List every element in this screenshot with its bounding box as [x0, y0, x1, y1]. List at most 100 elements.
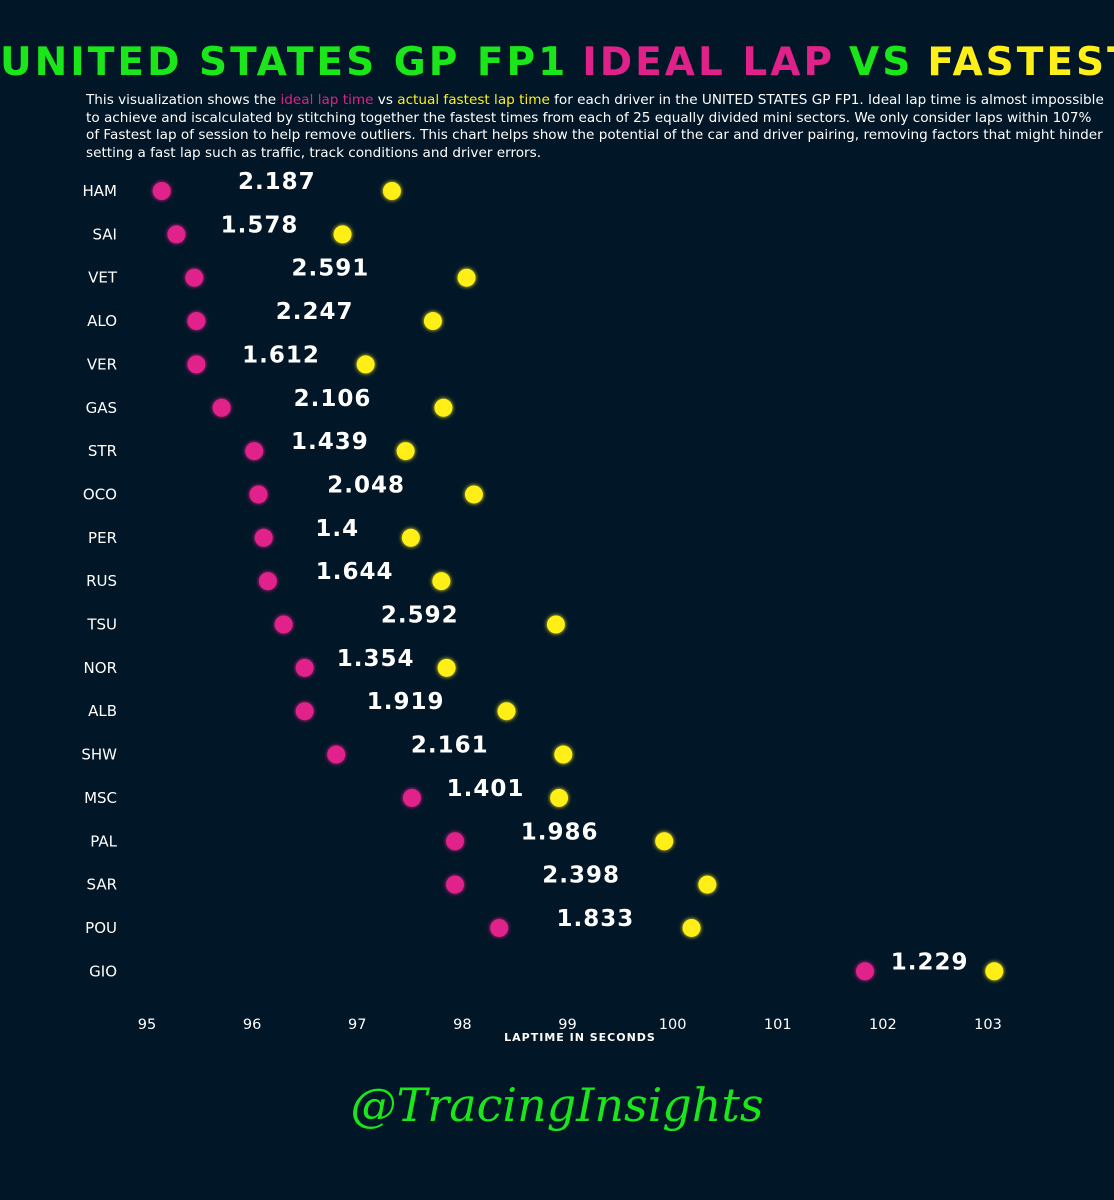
gap-data-label: 1.229 — [891, 949, 969, 975]
description-text-1: This visualization shows the — [86, 92, 281, 108]
x-tick-label: 99 — [558, 1017, 576, 1033]
watermark: @TracingInsights — [350, 1078, 764, 1132]
fastest-lap-point — [432, 572, 451, 591]
fastest-lap-point — [457, 268, 476, 287]
gap-data-label: 1.578 — [221, 212, 299, 238]
gap-data-label: 1.833 — [556, 906, 634, 932]
title-part-2: IDEAL LAP — [582, 40, 836, 85]
title-part-3: VS — [849, 40, 914, 85]
driver-row-nor: NOR 1.354 — [84, 646, 456, 677]
ideal-lap-point — [185, 268, 204, 287]
fastest-lap-point — [356, 355, 375, 374]
driver-label: OCO — [83, 485, 117, 503]
ideal-lap-point — [187, 355, 206, 374]
driver-row-alo: ALO 2.247 — [87, 299, 442, 331]
ideal-lap-point — [245, 442, 264, 461]
ideal-lap-point — [295, 702, 314, 721]
gap-data-label: 1.986 — [521, 819, 599, 845]
gap-data-label: 1.919 — [367, 689, 445, 715]
x-tick-label: 103 — [974, 1017, 1002, 1033]
driver-label: TSU — [86, 616, 117, 634]
gap-data-label: 2.106 — [294, 386, 372, 412]
fastest-lap-point — [554, 745, 573, 764]
driver-label: NOR — [84, 659, 117, 677]
driver-row-vet: VET 2.591 — [88, 256, 476, 287]
driver-row-msc: MSC 1.401 — [84, 776, 569, 807]
gap-data-label: 2.398 — [542, 863, 620, 889]
driver-label: POU — [85, 919, 117, 937]
x-tick-label: 97 — [348, 1017, 366, 1033]
description-fastest-highlight: actual fastest lap time — [397, 92, 550, 108]
ideal-lap-point — [446, 875, 465, 894]
driver-label: SHW — [81, 746, 117, 764]
ideal-lap-point — [327, 745, 346, 764]
gap-data-label: 1.439 — [291, 429, 369, 455]
gap-data-label: 2.592 — [381, 603, 459, 629]
driver-row-oco: OCO 2.048 — [83, 472, 483, 504]
fastest-lap-point — [333, 225, 352, 244]
gap-data-label: 1.612 — [242, 342, 320, 368]
ideal-lap-point — [258, 572, 277, 591]
driver-label: STR — [88, 442, 117, 460]
ideal-lap-point — [295, 658, 314, 677]
description-text-2: vs — [373, 92, 398, 108]
description-ideal-highlight: ideal lap time — [280, 92, 374, 108]
dumbbell-chart: HAM 2.187 SAI 1.578 VET 2.591 ALO 2.247 VER 1.612… — [81, 169, 1004, 1033]
driver-label: PAL — [90, 832, 117, 850]
driver-label: GAS — [86, 399, 117, 417]
fastest-lap-point — [655, 832, 674, 851]
x-tick-label: 101 — [764, 1017, 792, 1033]
ideal-lap-point — [212, 398, 231, 417]
fastest-lap-point — [434, 398, 453, 417]
driver-label: VER — [87, 355, 117, 373]
gap-data-label: 2.247 — [276, 299, 354, 325]
description-text-3: for each driver in the UNITED STATES GP … — [86, 92, 1104, 161]
driver-label: PER — [88, 529, 117, 547]
gap-data-label: 2.187 — [238, 169, 316, 195]
fastest-lap-point — [546, 615, 565, 634]
driver-row-sai: SAI 1.578 — [93, 212, 352, 244]
chart-description: This visualization shows the ideal lap t… — [86, 92, 1106, 162]
ideal-lap-point — [167, 225, 186, 244]
driver-label: ALO — [87, 312, 117, 330]
ideal-lap-point — [856, 962, 875, 981]
ideal-lap-point — [402, 788, 421, 807]
gap-data-label: 1.401 — [447, 776, 525, 802]
driver-row-ham: HAM 2.187 — [83, 169, 401, 200]
driver-label: RUS — [86, 572, 117, 590]
x-tick-label: 96 — [243, 1017, 261, 1033]
driver-row-per: PER 1.4 — [88, 516, 420, 547]
x-tick-label: 98 — [453, 1017, 471, 1033]
driver-row-gio: GIO 1.229 — [89, 949, 1004, 981]
x-axis-label: LAPTIME IN SECONDS — [504, 1031, 656, 1044]
gap-data-label: 1.4 — [315, 516, 359, 542]
gap-data-label: 2.591 — [292, 256, 370, 282]
driver-row-shw: SHW 2.161 — [81, 733, 573, 764]
fastest-lap-point — [464, 485, 483, 504]
driver-label: SAR — [87, 876, 117, 894]
driver-label: VET — [88, 269, 118, 287]
driver-row-str: STR 1.439 — [88, 429, 415, 461]
fastest-lap-point — [682, 918, 701, 937]
fastest-lap-point — [497, 702, 516, 721]
driver-row-pou: POU 1.833 — [85, 906, 701, 937]
fastest-lap-point — [550, 788, 569, 807]
gap-data-label: 2.161 — [411, 733, 489, 759]
fastest-lap-point — [437, 658, 456, 677]
driver-row-pal: PAL 1.986 — [90, 819, 674, 851]
driver-row-gas: GAS 2.106 — [86, 386, 453, 417]
gap-data-label: 1.354 — [337, 646, 415, 672]
x-tick-label: 102 — [869, 1017, 897, 1033]
ideal-lap-point — [446, 832, 465, 851]
driver-label: ALB — [88, 702, 117, 720]
driver-row-tsu: TSU 2.592 — [86, 603, 565, 634]
title-part-1: UNITED STATES GP FP1 — [0, 40, 569, 85]
fastest-lap-point — [396, 442, 415, 461]
ideal-lap-point — [490, 918, 509, 937]
x-tick-label: 95 — [138, 1017, 156, 1033]
driver-label: MSC — [84, 789, 117, 807]
ideal-lap-point — [249, 485, 268, 504]
driver-row-sar: SAR 2.398 — [87, 863, 717, 894]
